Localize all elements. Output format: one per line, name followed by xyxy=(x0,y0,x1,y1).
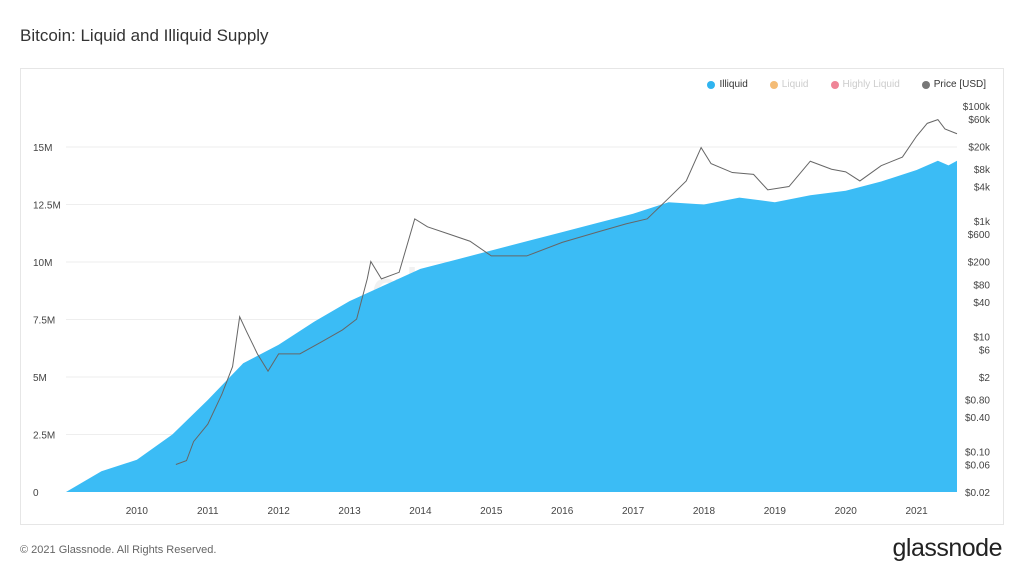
y-right-tick-label: $0.02 xyxy=(965,488,990,499)
legend-label: Liquid xyxy=(781,79,809,90)
y-right-tick-label: $0.40 xyxy=(965,413,990,424)
legend-item-liquid[interactable]: Liquid xyxy=(769,79,809,90)
legend-item-illiquid[interactable]: Illiquid xyxy=(707,79,748,90)
legend-dot-icon xyxy=(921,80,930,89)
legend-dot-icon xyxy=(830,80,839,89)
x-tick-label: 2010 xyxy=(126,506,149,517)
legend-item-price[interactable]: Price [USD] xyxy=(921,79,986,90)
price-line xyxy=(175,119,958,465)
legend-label: Illiquid xyxy=(719,79,748,90)
legend-dot-icon xyxy=(707,80,716,89)
y-left-tick-label: 2.5M xyxy=(33,431,55,442)
y-left-tick-label: 10M xyxy=(33,258,52,269)
x-tick-label: 2014 xyxy=(409,506,432,517)
y-right-tick-label: $8k xyxy=(974,165,991,176)
legend: Illiquid Liquid Highly Liquid Price [USD… xyxy=(707,79,986,90)
y-right-tick-label: $6 xyxy=(979,345,991,356)
y-right-tick-label: $80 xyxy=(973,280,990,291)
y-left-tick-label: 12.5M xyxy=(33,201,61,212)
y-right-tick-label: $60k xyxy=(968,115,991,126)
legend-item-highly-liquid[interactable]: Highly Liquid xyxy=(830,79,900,90)
y-right-tick-label: $2 xyxy=(979,373,991,384)
legend-label: Highly Liquid xyxy=(842,79,900,90)
legend-dot-icon xyxy=(769,80,778,89)
y-right-tick-label: $20k xyxy=(968,142,991,153)
x-tick-label: 2016 xyxy=(551,506,574,517)
y-right-tick-label: $40 xyxy=(973,298,990,309)
x-tick-label: 2020 xyxy=(835,506,858,517)
y-right-tick-label: $4k xyxy=(974,183,991,194)
y-right-tick-label: $100k xyxy=(963,102,991,113)
y-right-tick-label: $200 xyxy=(968,258,991,269)
x-tick-label: 2021 xyxy=(905,506,928,517)
y-right-tick-label: $600 xyxy=(968,230,991,241)
y-right-tick-label: $10 xyxy=(973,332,990,343)
x-tick-label: 2013 xyxy=(338,506,361,517)
x-tick-label: 2015 xyxy=(480,506,503,517)
y-right-tick-label: $0.06 xyxy=(965,461,990,472)
y-left-tick-label: 15M xyxy=(33,143,52,154)
x-tick-label: 2018 xyxy=(693,506,716,517)
y-left-tick-label: 7.5M xyxy=(33,316,55,327)
y-right-tick-label: $1k xyxy=(974,217,991,228)
brand-logo: glassnode xyxy=(892,534,1003,562)
x-tick-label: 2019 xyxy=(764,506,787,517)
chart-title: Bitcoin: Liquid and Illiquid Supply xyxy=(20,26,269,45)
legend-label: Price [USD] xyxy=(933,79,986,90)
y-right-tick-label: $0.80 xyxy=(965,396,990,407)
y-left-tick-label: 5M xyxy=(33,373,47,384)
x-tick-label: 2011 xyxy=(197,506,219,517)
copyright: © 2021 Glassnode. All Rights Reserved. xyxy=(20,544,217,556)
y-left-tick-label: 0 xyxy=(33,488,39,499)
illiquid-area xyxy=(66,160,957,493)
x-tick-label: 2017 xyxy=(622,506,645,517)
x-tick-label: 2012 xyxy=(268,506,291,517)
y-right-tick-label: $0.10 xyxy=(965,448,990,459)
chart-frame xyxy=(20,68,1004,525)
